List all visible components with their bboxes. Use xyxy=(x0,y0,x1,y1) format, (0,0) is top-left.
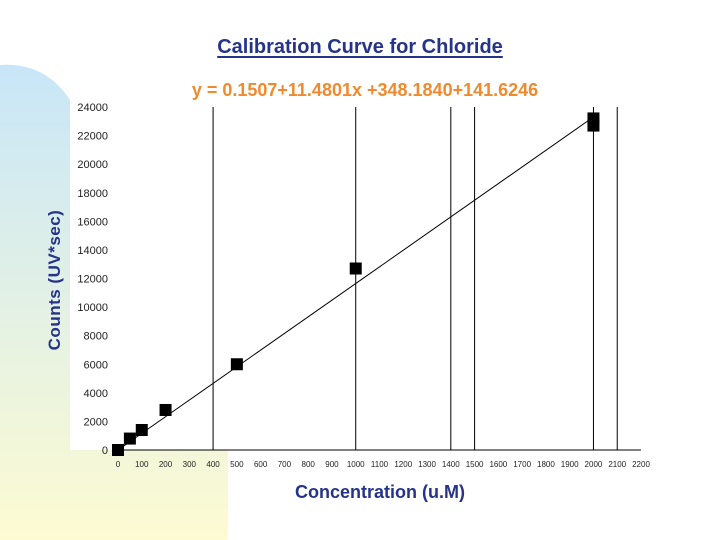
data-point xyxy=(123,432,136,445)
x-tick-label: 2000 xyxy=(585,460,603,469)
y-axis-label: Counts (UV*sec) xyxy=(45,209,64,351)
x-tick-label: 100 xyxy=(135,460,149,469)
data-point xyxy=(349,262,362,275)
x-tick-label: 1600 xyxy=(489,460,507,469)
y-tick-label: 2000 xyxy=(84,416,108,428)
data-point xyxy=(112,444,124,456)
y-tick-label: 12000 xyxy=(77,274,108,286)
x-tick-label: 1700 xyxy=(513,460,531,469)
data-point xyxy=(587,112,600,125)
y-tick-label: 18000 xyxy=(77,188,108,200)
grid-lines xyxy=(212,107,618,450)
y-tick-label: 0 xyxy=(102,445,108,457)
y-tick-label: 6000 xyxy=(84,359,108,371)
data-point xyxy=(587,119,600,132)
y-tick-label: 10000 xyxy=(77,302,108,314)
y-tick-labels: 0 2000 4000 6000 8000 10000 12000 14000 16000 180… xyxy=(77,102,108,457)
data-point xyxy=(135,423,148,436)
x-tick-label: 600 xyxy=(254,460,268,469)
chart-title: Calibration Curve for Chloride xyxy=(217,36,503,58)
x-tick-label: 1900 xyxy=(561,460,579,469)
y-tick-label: 20000 xyxy=(77,159,108,171)
x-tick-label: 1000 xyxy=(347,460,365,469)
x-tick-label: 1100 xyxy=(371,460,389,469)
x-tick-label: 1400 xyxy=(442,460,460,469)
y-tick-label: 16000 xyxy=(77,216,108,228)
x-tick-label: 400 xyxy=(206,460,220,469)
x-tick-label: 900 xyxy=(325,460,339,469)
data-point xyxy=(230,358,243,371)
x-tick-label: 800 xyxy=(302,460,316,469)
x-tick-label: 1300 xyxy=(418,460,436,469)
x-tick-label: 300 xyxy=(183,460,197,469)
y-tick-label: 24000 xyxy=(77,102,108,114)
x-tick-label: 700 xyxy=(278,460,292,469)
x-tick-label: 1800 xyxy=(537,460,555,469)
x-tick-label: 1500 xyxy=(466,460,484,469)
x-tick-label: 0 xyxy=(116,460,121,469)
y-tick-label: 22000 xyxy=(77,131,108,143)
y-tick-label: 4000 xyxy=(84,388,108,400)
x-axis-label: Concentration (u.M) xyxy=(295,482,465,502)
x-tick-label: 1200 xyxy=(394,460,412,469)
data-point xyxy=(159,403,172,416)
y-tick-label: 8000 xyxy=(84,331,108,343)
x-tick-label: 2200 xyxy=(632,460,650,469)
y-tick-label: 14000 xyxy=(77,245,108,257)
x-tick-labels: 0 100 200 300 400 500 600 700 800 900 1000 1100 1200… xyxy=(116,460,651,469)
x-tick-label: 2100 xyxy=(608,460,626,469)
fit-line xyxy=(117,116,594,451)
data-points xyxy=(112,112,600,456)
regression-equation: y = 0.1507+11.4801x +348.1840+141.6246 xyxy=(191,80,539,100)
x-tick-label: 200 xyxy=(159,460,173,469)
fit-line-group xyxy=(117,116,594,451)
x-tick-label: 500 xyxy=(230,460,244,469)
